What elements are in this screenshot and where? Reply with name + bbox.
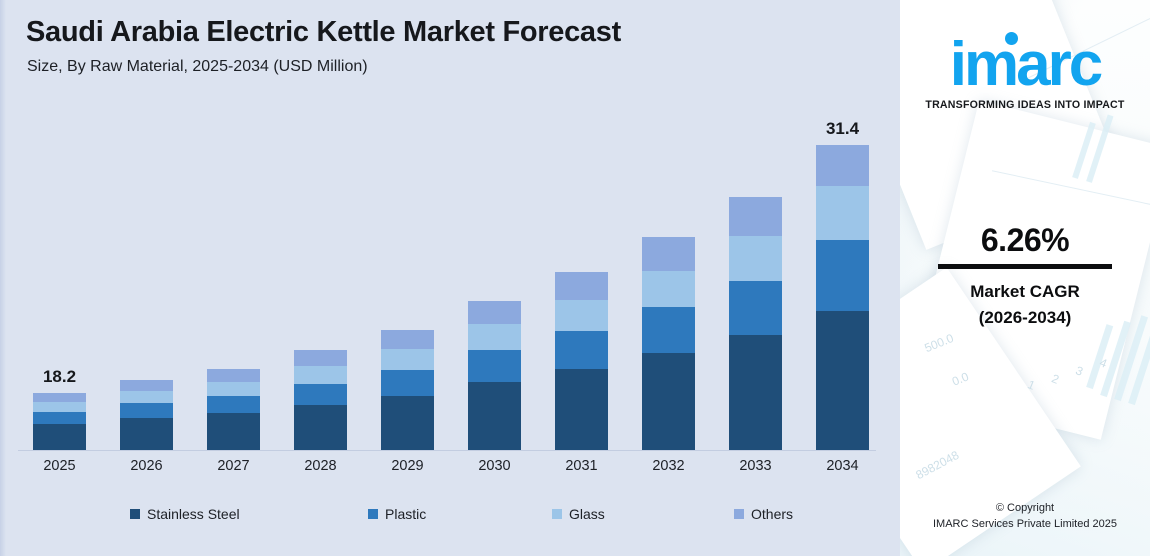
bar-segment-glass — [381, 349, 434, 370]
bar-segment-glass — [816, 186, 869, 240]
legend-item-glass[interactable]: Glass — [552, 506, 605, 522]
bar-2025 — [33, 393, 86, 450]
x-axis-label-2034: 2034 — [826, 458, 859, 474]
cagr-label: Market CAGR — [970, 282, 1080, 301]
x-axis-label-2029: 2029 — [391, 458, 424, 474]
cagr-period: (2026-2034) — [978, 308, 1072, 327]
bar-2027 — [207, 369, 260, 450]
bar-2034 — [816, 145, 869, 450]
page-title: Saudi Arabia Electric Kettle Market Fore… — [26, 16, 621, 48]
x-axis-label-2031: 2031 — [565, 458, 598, 474]
x-axis-label-2028: 2028 — [304, 458, 337, 474]
bar-segment-plastic — [816, 240, 869, 311]
bar-segment-stainless-steel — [816, 311, 869, 450]
bar-segment-stainless-steel — [555, 369, 608, 450]
legend-swatch-icon — [552, 509, 562, 519]
bar-segment-glass — [555, 300, 608, 331]
bar-2029 — [381, 330, 434, 450]
bar-segment-plastic — [294, 384, 347, 405]
legend-swatch-icon — [734, 509, 744, 519]
panel-left-edge — [0, 0, 6, 556]
bar-segment-plastic — [468, 350, 521, 382]
bar-2032 — [642, 237, 695, 450]
chart-panel: Saudi Arabia Electric Kettle Market Fore… — [0, 0, 880, 556]
bar-segment-others — [33, 393, 86, 402]
bar-segment-plastic — [729, 281, 782, 335]
bar-segment-plastic — [642, 307, 695, 353]
bar-segment-stainless-steel — [381, 396, 434, 450]
bar-segment-glass — [729, 236, 782, 281]
bar-segment-others — [729, 197, 782, 236]
bar-segment-plastic — [120, 403, 173, 418]
bar-segment-stainless-steel — [642, 353, 695, 450]
legend-label: Stainless Steel — [147, 506, 240, 522]
bar-segment-plastic — [33, 412, 86, 424]
legend-swatch-icon — [130, 509, 140, 519]
bar-segment-others — [555, 272, 608, 300]
x-axis-label-2030: 2030 — [478, 458, 511, 474]
bar-2028 — [294, 350, 347, 450]
bar-total-label-2025: 18.2 — [42, 367, 77, 386]
bar-segment-plastic — [207, 396, 260, 413]
bar-segment-others — [120, 380, 173, 391]
bar-segment-others — [642, 237, 695, 271]
panel-background-art: 500.0 0.0 1 2 3 4 8982048 — [900, 0, 1150, 556]
legend-label: Plastic — [385, 506, 427, 522]
bar-segment-stainless-steel — [729, 335, 782, 450]
logo-wordmark: imarc — [949, 30, 1103, 99]
x-axis-label-2032: 2032 — [652, 458, 685, 474]
page-subtitle: Size, By Raw Material, 2025-2034 (USD Mi… — [27, 58, 368, 75]
bar-segment-stainless-steel — [207, 413, 260, 450]
x-axis-label-2026: 2026 — [130, 458, 163, 474]
bar-segment-others — [816, 145, 869, 186]
bar-segment-others — [468, 301, 521, 324]
legend-item-others[interactable]: Others — [734, 506, 793, 522]
logo-dot-icon — [1005, 32, 1018, 45]
bar-segment-stainless-steel — [468, 382, 521, 450]
plot-area: 18.2 31.4 2025 2026 2027 2028 2029 2030 2031 203… — [18, 119, 876, 474]
copyright-line-2: IMARC Services Private Limited 2025 — [932, 518, 1117, 530]
bar-segment-others — [207, 369, 260, 382]
x-axis-label-2025: 2025 — [43, 458, 76, 474]
bar-segment-plastic — [555, 331, 608, 369]
bar-segment-glass — [468, 324, 521, 350]
bar-total-label-2034: 31.4 — [825, 119, 860, 138]
chart-legend: Stainless Steel Plastic Glass Others — [120, 506, 880, 528]
bar-segment-glass — [207, 382, 260, 396]
bar-segment-glass — [120, 391, 173, 403]
legend-item-stainless-steel[interactable]: Stainless Steel — [130, 506, 240, 522]
legend-label: Others — [751, 506, 794, 522]
bar-segment-glass — [33, 402, 86, 412]
axis-baseline — [18, 450, 876, 451]
x-axis-label-2027: 2027 — [217, 458, 250, 474]
bar-segment-stainless-steel — [294, 405, 347, 450]
bar-segment-plastic — [381, 370, 434, 396]
bar-segment-stainless-steel — [33, 424, 86, 450]
bar-2030 — [468, 301, 521, 450]
copyright-line-1: © Copyright — [995, 502, 1055, 514]
logo-tagline: TRANSFORMING IDEAS INTO IMPACT — [925, 99, 1125, 111]
bar-segment-others — [294, 350, 347, 366]
copyright-notice: © Copyright IMARC Services Private Limit… — [900, 500, 1150, 532]
legend-swatch-icon — [368, 509, 378, 519]
imarc-logo: imarc TRANSFORMING IDEAS INTO IMPACT — [900, 18, 1150, 111]
legend-label: Glass — [569, 506, 605, 522]
bar-2026 — [120, 380, 173, 450]
cagr-divider — [938, 264, 1112, 269]
bar-segment-others — [381, 330, 434, 349]
bar-2033 — [729, 197, 782, 450]
bar-segment-glass — [642, 271, 695, 307]
bar-2031 — [555, 272, 608, 450]
brand-panel: 500.0 0.0 1 2 3 4 8982048 imarc TRANSFOR… — [900, 0, 1150, 556]
bar-segment-stainless-steel — [120, 418, 173, 450]
legend-item-plastic[interactable]: Plastic — [368, 506, 426, 522]
x-axis-label-2033: 2033 — [739, 458, 772, 474]
bar-segment-glass — [294, 366, 347, 384]
cagr-value: 6.26% — [980, 222, 1070, 258]
